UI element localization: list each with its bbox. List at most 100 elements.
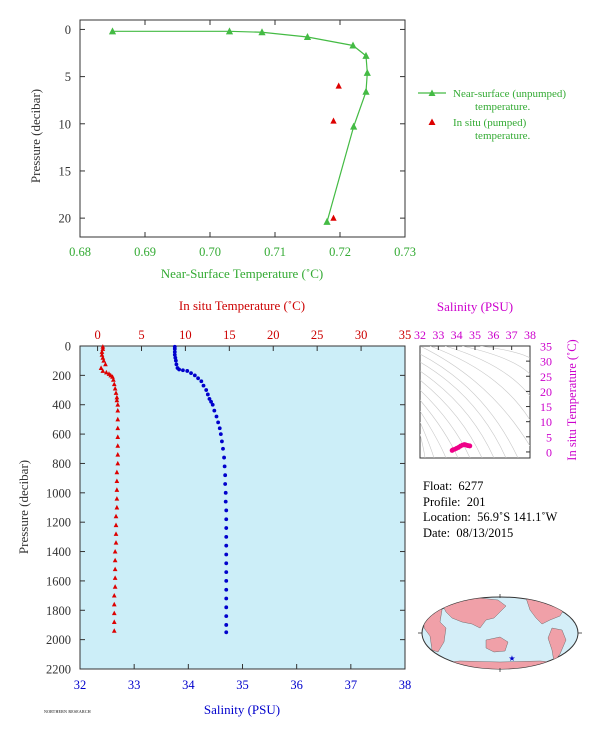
ts-temperature-tick-label: 0 [546,445,552,459]
temperature-profile-point [111,610,117,616]
profile-salinity-tick-label: 37 [345,678,358,692]
temperature-profile-point [115,425,121,431]
ts-temperature-tick-label: 20 [540,385,552,399]
temperature-profile-point [115,416,121,422]
profile-value: 201 [466,494,486,509]
temperature-profile-point [111,619,117,624]
temperature-profile-point [114,478,120,484]
near-surface-y-tick-label: 5 [65,70,71,84]
salinity-profile-point [172,352,177,357]
profile-pressure-ticks: 0 200 400 600 800 1000 1200 1400 1600 1800 2000 220… [46,340,405,677]
ts-temperature-tick-label: 35 [540,340,552,354]
salinity-profile-point [224,561,229,566]
unpumped-temperature-point [363,68,371,76]
profile-salinity-tick-label: 32 [74,678,87,692]
salinity-profile-point [224,534,229,539]
near-surface-x-tick-label: 0.69 [134,245,156,259]
near-surface-x-tick-label: 0.72 [329,245,351,259]
unpumped-temperature-point [323,217,331,225]
ts-x-label: Salinity (PSU) [437,299,513,314]
salinity-profile-point [173,355,178,360]
float-value: 6277 [458,479,484,493]
profile-pressure-tick-label: 600 [52,428,71,442]
profile-pressure-tick-label: 1400 [46,545,71,559]
credit-text: NORTHERN RESEARCH [44,709,91,714]
profile-chart: 0 5 10 15 20 25 30 35 32 33 34 35 36 37 38 0 200 400 600… [16,298,411,717]
salinity-profile-point [196,376,200,381]
near-surface-x-tick-label: 0.73 [394,245,416,259]
near-surface-x-label: Near-Surface Temperature (˚C) [161,266,323,281]
temperature-profile-point [115,460,121,466]
temperature-profile-point [100,368,106,373]
ts-salinity-tick-label: 32 [414,328,426,342]
salinity-profile-point [223,482,228,486]
near-surface-marks [108,27,371,225]
temperature-profile-point [115,434,121,439]
salinity-profile-point [224,552,229,557]
unpumped-temperature-point [349,41,357,49]
salinity-profile-point [209,399,213,404]
salinity-profile-point [224,570,229,574]
salinity-profile-point [224,517,229,522]
temperature-profile-point [103,361,108,367]
near-surface-x-tick-label: 0.71 [264,245,286,259]
ts-salinity-tick-label: 33 [432,328,444,342]
ts-temperature-tick-label: 5 [546,430,552,444]
location-map: ★ [418,594,582,672]
profile-pressure-tick-label: 1600 [46,574,71,588]
salinity-profile-point [173,358,178,363]
profile-temperature-tick-label: 25 [311,328,324,342]
near-surface-y-tick-label: 15 [59,164,72,178]
salinity-profile-point [189,371,193,376]
profile-pressure-tick-label: 1000 [46,486,71,500]
ts-salinity-tick-label: 38 [524,328,536,342]
temperature-profile-point [112,385,118,391]
pumped-temperature-point [335,82,342,89]
temperature-profile-point [111,592,117,598]
temperature-profile-point [113,513,119,519]
profile-temperature-ticks: 0 5 10 15 20 25 30 35 [94,328,411,351]
ts-marks [449,442,473,453]
profile-pressure-tick-label: 1200 [46,516,71,530]
temperature-profile-point [112,575,118,580]
temperature-profile-point [111,628,117,633]
float-info: Float: 6277 Profile: 201 Location: 56.9˚… [423,479,557,541]
ts-density-contours [420,346,530,458]
near-surface-y-tick-label: 0 [65,23,71,37]
ts-salinity-tick-label: 36 [487,328,499,342]
pumped-temperature-point [330,214,337,221]
map-ticks [418,594,582,672]
salinity-profile-point [199,379,204,384]
temperature-profile-point [113,522,119,528]
profile-row: Profile: 201 [423,495,557,511]
salinity-profile-point [172,347,177,351]
salinity-profile-point [224,587,229,592]
salinity-profile-point [192,373,197,378]
legend-unpumped-marker [428,89,436,96]
profile-pressure-tick-label: 0 [65,340,71,354]
temperature-profile-point [99,349,105,354]
legend-unpumped-label-1: Near-surface (unpumped) [453,88,566,100]
salinity-profile-point [205,392,210,397]
location-row: Location: 56.9˚S 141.1˚W [423,510,557,526]
temperature-profile-point [98,365,104,370]
temperature-profile-point [112,584,118,589]
profile-plot-frame [79,345,406,670]
ts-y-label: In situ Temperature (˚C) [565,339,579,460]
salinity-profile-point [223,499,228,504]
salinity-profile-point [224,614,229,619]
unpumped-temperature-line [112,30,368,223]
float-row: Float: 6277 [423,479,557,495]
salinity-profile-point [224,605,229,610]
temperature-profile-point [110,374,115,379]
temperature-profile-point [111,377,116,382]
profile-temperature-tick-label: 30 [355,328,368,342]
near-surface-chart: 0.68 0.69 0.70 0.71 0.72 0.73 0 5 10 15 20 Near-S… [28,19,566,281]
profile-pressure-tick-label: 2000 [46,633,71,647]
profile-temperature-tick-label: 20 [267,328,280,342]
profile-salinity-tick-label: 33 [128,678,141,692]
date-value: 08/13/2015 [456,525,514,540]
temperature-profile-point [114,504,120,510]
salinity-profile-point [224,623,229,627]
